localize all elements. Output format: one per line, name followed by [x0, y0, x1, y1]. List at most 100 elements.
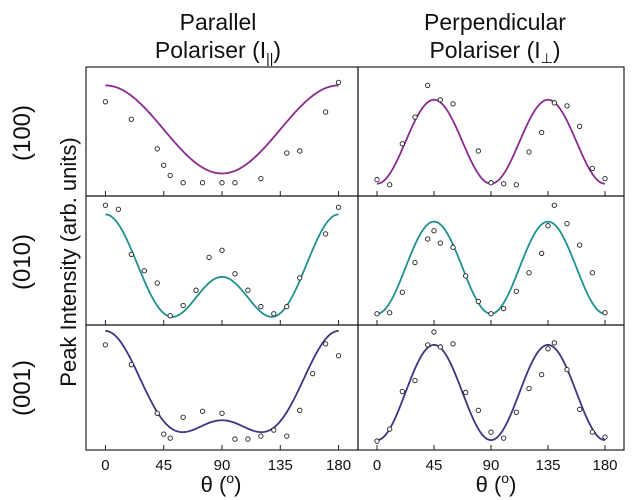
data-point-100-parallel-7	[219, 180, 225, 186]
x-tick-label-left-45: 45	[155, 457, 172, 474]
data-point-010-parallel-4	[154, 280, 160, 286]
fit-curve-001-perpendicular	[376, 343, 606, 441]
data-point-001-parallel-14	[310, 370, 316, 377]
x-tick-labels: 0 45 90 135 180 0 45 90 135 180	[101, 457, 617, 474]
data-point-001-perpendicular-15	[545, 346, 551, 352]
x-tick-label-left-135: 135	[268, 457, 293, 474]
data-point-001-parallel-12	[284, 433, 290, 439]
data-point-100-parallel-12	[322, 109, 329, 115]
x-axis-title-left-sup: o	[226, 470, 234, 486]
x-axis-title-left-close: )	[234, 472, 241, 497]
data-point-001-parallel-4	[167, 435, 173, 441]
data-point-010-parallel-9	[219, 247, 225, 253]
data-point-001-perpendicular-20	[602, 434, 608, 440]
data-point-001-perpendicular-3	[412, 377, 418, 384]
data-point-001-perpendicular-19	[589, 429, 595, 435]
data-point-010-parallel-17	[335, 204, 342, 210]
data-point-001-perpendicular-17	[564, 366, 570, 373]
data-point-100-perpendicular-14	[564, 103, 570, 109]
data-point-001-parallel-3	[161, 431, 167, 437]
data-point-010-parallel-13	[271, 311, 277, 317]
data-point-001-perpendicular-14	[539, 371, 545, 378]
x-tick-label-left-0: 0	[101, 457, 109, 474]
data-point-010-perpendicular-2	[399, 289, 405, 295]
data-point-100-perpendicular-11	[526, 149, 532, 155]
fit-curve-010-parallel	[105, 213, 339, 318]
data-point-001-perpendicular-18	[577, 406, 583, 412]
x-axis-title-right-sup: o	[501, 470, 509, 486]
data-point-001-parallel-0	[102, 342, 109, 348]
fit-curve-100-perpendicular	[376, 98, 606, 185]
data-point-010-perpendicular-7	[450, 244, 456, 250]
data-point-100-perpendicular-5	[437, 97, 443, 103]
x-axis-title-left: θ (o)	[201, 470, 242, 497]
data-point-010-parallel-7	[193, 287, 199, 293]
data-point-010-perpendicular-14	[539, 250, 545, 256]
data-point-100-parallel-8	[232, 180, 238, 186]
x-axis-title-right-close: )	[509, 472, 516, 497]
data-point-010-parallel-12	[258, 303, 264, 310]
data-point-010-parallel-6	[180, 302, 186, 309]
data-point-010-perpendicular-8	[463, 273, 469, 279]
fit-curve-010-perpendicular	[376, 220, 606, 315]
data-point-100-perpendicular-4	[425, 82, 431, 89]
data-point-010-parallel-11	[245, 287, 251, 293]
data-point-010-perpendicular-3	[412, 259, 418, 266]
data-point-010-perpendicular-16	[551, 202, 557, 208]
col-title-perpendicular-line2: Polariser (I⊥)	[429, 37, 560, 66]
data-point-001-parallel-16	[335, 353, 342, 359]
panel-frame-010-perpendicular	[357, 195, 625, 326]
data-point-001-parallel-11	[271, 427, 277, 433]
row-label-100: (100)	[9, 105, 36, 161]
data-point-100-perpendicular-15	[577, 123, 583, 130]
data-point-001-perpendicular-2	[399, 388, 405, 395]
data-point-010-parallel-1	[115, 206, 122, 212]
fit-curve-100-parallel	[105, 84, 339, 175]
data-point-010-perpendicular-0	[374, 311, 380, 317]
data-point-001-parallel-6	[199, 408, 206, 414]
data-point-010-perpendicular-17	[564, 220, 570, 227]
panel-100-parallel	[85, 66, 359, 197]
data-point-100-perpendicular-9	[501, 181, 507, 187]
x-tick-label-left-90: 90	[214, 457, 231, 474]
data-point-100-perpendicular-2	[399, 141, 405, 147]
data-point-010-perpendicular-5	[431, 228, 437, 234]
data-point-001-perpendicular-5	[431, 329, 437, 335]
panel-frame-100-parallel	[85, 66, 359, 197]
col-title-perpendicular-close: )	[553, 37, 561, 63]
data-point-010-parallel-0	[102, 202, 109, 208]
data-point-001-perpendicular-8	[463, 389, 469, 396]
data-point-100-parallel-9	[258, 175, 264, 182]
data-point-100-parallel-0	[102, 99, 109, 105]
panel-001-parallel	[85, 324, 359, 451]
x-axis-title-right: θ (o)	[476, 470, 517, 497]
data-point-010-perpendicular-15	[545, 223, 551, 229]
data-point-010-parallel-8	[206, 254, 212, 261]
data-point-001-parallel-8	[232, 436, 238, 442]
data-point-010-parallel-3	[141, 268, 147, 274]
data-point-001-perpendicular-10	[488, 429, 494, 435]
data-point-001-parallel-7	[219, 410, 225, 416]
x-tick-label-right-45: 45	[426, 457, 443, 474]
data-point-010-perpendicular-19	[589, 270, 595, 276]
data-point-100-perpendicular-16	[589, 165, 595, 172]
x-axis-title-right-text: θ (	[476, 472, 502, 497]
data-point-001-perpendicular-1	[387, 426, 393, 432]
data-point-010-parallel-10	[232, 271, 238, 277]
data-point-001-perpendicular-4	[425, 342, 431, 348]
x-axis-title-left-text: θ (	[201, 472, 227, 497]
data-point-100-parallel-5	[180, 180, 186, 186]
panel-010-parallel	[85, 195, 359, 326]
data-point-001-parallel-5	[180, 414, 186, 420]
data-point-010-perpendicular-18	[577, 242, 583, 248]
row-label-010: (010)	[9, 234, 36, 290]
data-point-010-parallel-15	[297, 275, 303, 281]
fit-curve-001-parallel	[105, 330, 339, 434]
data-point-010-perpendicular-20	[602, 310, 608, 316]
col-title-parallel-line1: Parallel	[180, 9, 257, 35]
data-point-100-parallel-11	[297, 148, 303, 154]
data-point-010-perpendicular-1	[387, 310, 393, 316]
data-point-100-perpendicular-0	[374, 176, 380, 183]
data-point-100-perpendicular-6	[450, 101, 456, 107]
col-title-parallel-text: Polariser (I	[155, 37, 266, 63]
